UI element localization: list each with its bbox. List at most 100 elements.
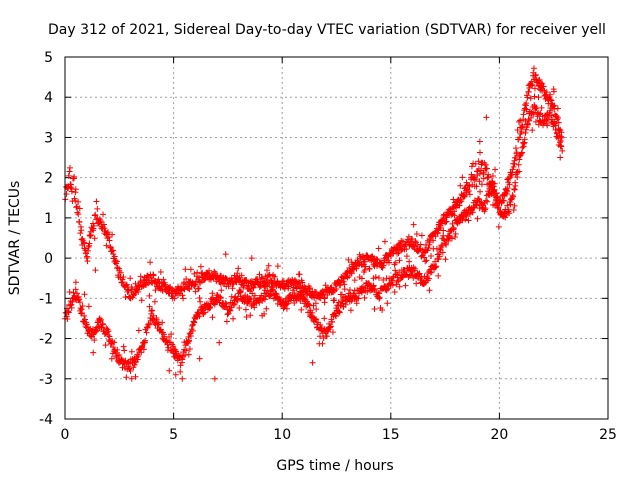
data-point xyxy=(343,269,350,276)
data-point xyxy=(510,207,517,214)
data-point xyxy=(481,206,488,213)
data-point xyxy=(376,275,383,282)
data-point xyxy=(371,306,378,313)
data-point xyxy=(356,290,363,297)
data-point xyxy=(271,273,278,280)
data-point xyxy=(182,266,189,273)
data-point xyxy=(530,65,537,72)
data-point xyxy=(63,191,70,198)
data-point xyxy=(306,285,313,292)
data-point xyxy=(418,232,425,239)
data-point xyxy=(370,275,377,282)
data-point xyxy=(289,287,296,294)
data-point xyxy=(511,202,518,209)
data-point xyxy=(406,258,413,265)
data-point xyxy=(216,339,223,346)
data-point xyxy=(525,88,532,95)
data-point xyxy=(517,117,524,124)
data-point xyxy=(512,154,519,161)
data-point xyxy=(539,80,546,87)
data-point xyxy=(298,277,305,284)
data-point xyxy=(361,267,368,274)
data-point xyxy=(362,263,369,270)
data-point xyxy=(183,275,190,282)
data-point xyxy=(276,297,283,304)
data-point xyxy=(106,237,113,244)
data-point xyxy=(67,184,74,191)
data-point xyxy=(102,342,109,349)
data-point xyxy=(217,295,224,302)
data-point xyxy=(413,230,420,237)
data-point xyxy=(544,122,551,129)
data-point xyxy=(442,240,449,247)
data-point xyxy=(443,241,450,248)
data-point xyxy=(77,230,84,237)
data-point xyxy=(482,197,489,204)
data-point xyxy=(458,198,465,205)
data-point xyxy=(121,347,128,354)
data-point xyxy=(172,371,179,378)
data-point xyxy=(155,321,162,328)
data-point xyxy=(531,93,538,100)
data-point xyxy=(93,198,100,205)
data-point xyxy=(194,269,201,276)
data-point xyxy=(476,138,483,145)
data-point xyxy=(231,300,238,307)
data-point xyxy=(426,241,433,248)
x-tick-label: 25 xyxy=(599,427,617,443)
data-point xyxy=(516,134,523,141)
data-point xyxy=(140,346,147,353)
data-point xyxy=(66,164,73,171)
y-tick-label: -3 xyxy=(39,372,53,388)
data-point xyxy=(520,140,527,147)
data-point xyxy=(222,251,229,258)
data-point xyxy=(461,193,468,200)
data-point xyxy=(219,280,226,287)
data-point xyxy=(403,246,410,253)
data-point xyxy=(527,95,534,102)
data-point xyxy=(532,105,539,112)
data-point xyxy=(238,272,245,279)
data-point xyxy=(78,227,85,234)
data-point xyxy=(235,265,242,272)
data-point xyxy=(551,102,558,109)
data-point xyxy=(132,280,139,287)
x-tick-label: 20 xyxy=(490,427,508,443)
data-point xyxy=(526,82,533,89)
data-point xyxy=(237,288,244,295)
data-point xyxy=(91,337,98,344)
data-point xyxy=(558,143,565,150)
data-point xyxy=(545,100,552,107)
y-axis-label: SDTVAR / TECUs xyxy=(7,181,23,296)
data-point xyxy=(321,295,328,302)
data-point xyxy=(76,219,83,226)
data-point xyxy=(393,278,400,285)
data-point xyxy=(90,349,97,356)
y-tick-label: -1 xyxy=(39,291,53,307)
data-point xyxy=(511,186,518,193)
data-point xyxy=(418,253,425,260)
data-point xyxy=(556,132,563,139)
data-point xyxy=(285,293,292,300)
data-point xyxy=(323,333,330,340)
data-point xyxy=(484,174,491,181)
data-point xyxy=(520,111,527,118)
data-point xyxy=(171,295,178,302)
data-point xyxy=(361,258,368,265)
data-point xyxy=(436,253,443,260)
data-point xyxy=(305,301,312,308)
data-point xyxy=(306,286,313,293)
data-point xyxy=(268,283,275,290)
data-point xyxy=(246,298,253,305)
data-point xyxy=(138,297,145,304)
data-point xyxy=(391,261,398,268)
data-point xyxy=(70,289,77,296)
data-point xyxy=(103,242,110,249)
data-point xyxy=(272,290,279,297)
data-point xyxy=(274,263,281,270)
data-point xyxy=(263,267,270,274)
data-point xyxy=(177,368,184,375)
data-point xyxy=(554,116,561,123)
